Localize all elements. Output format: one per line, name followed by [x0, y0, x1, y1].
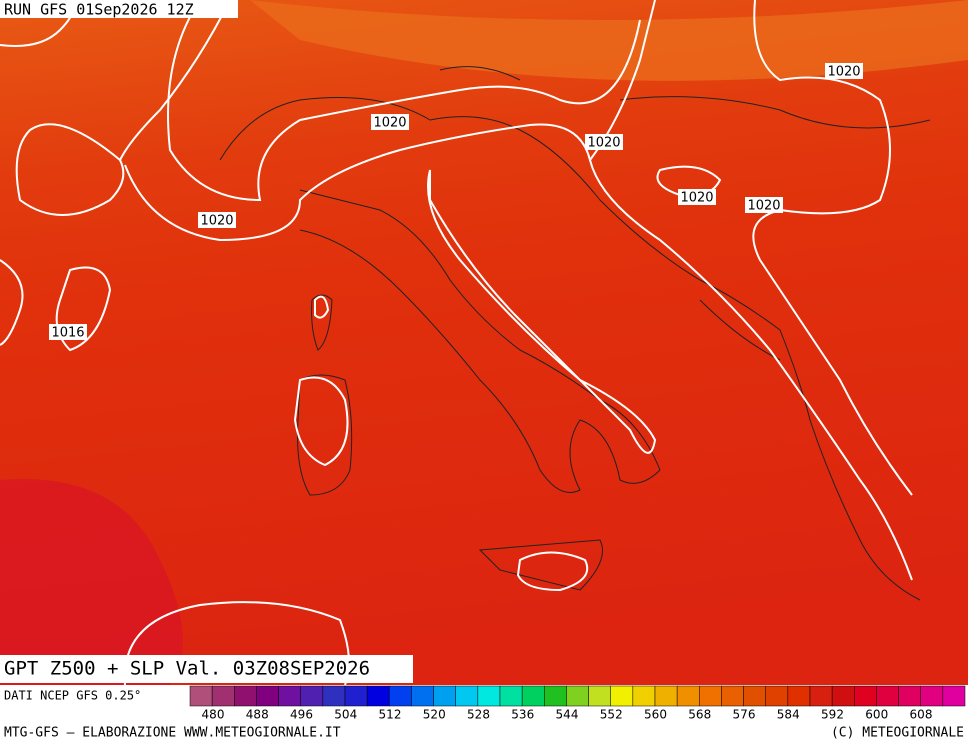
- colorbar-label: 496: [290, 708, 313, 722]
- colorbar-label: 576: [733, 708, 756, 722]
- colorbar-swatch: [876, 685, 899, 707]
- colorbar-swatch: [278, 685, 301, 707]
- colorbar-swatch: [765, 685, 789, 707]
- colorbar-swatch: [499, 685, 523, 707]
- colorbar-swatch: [721, 685, 744, 707]
- colorbar-swatch: [366, 685, 390, 707]
- colorbar-swatch: [632, 685, 656, 707]
- colorbar-swatch: [809, 685, 833, 707]
- isobar-label: 1020: [373, 116, 406, 131]
- colorbar-swatch: [920, 685, 944, 707]
- colorbar-swatch: [588, 685, 611, 707]
- isobar-label-box: [371, 114, 409, 130]
- colorbar-swatch: [610, 685, 634, 707]
- colorbar-swatch: [256, 685, 279, 707]
- coastlines: [219, 66, 931, 601]
- isobar-label: 1020: [680, 191, 713, 206]
- colorbar-swatch: [234, 685, 257, 707]
- run-label: RUN GFS 01Sep2026 12Z: [4, 1, 194, 19]
- colorbar-label: 608: [910, 708, 933, 722]
- colorbar-swatch: [411, 685, 434, 707]
- colorbar-swatch: [211, 685, 235, 707]
- colorbar-label: 584: [777, 708, 800, 722]
- colorbar-label: 600: [865, 708, 888, 722]
- colorbar-swatch: [699, 685, 722, 707]
- title-box: [0, 655, 413, 683]
- high-band: [0, 479, 183, 685]
- isobar-label-box: [585, 134, 623, 150]
- colorbar-swatch: [676, 685, 700, 707]
- colorbar-swatch: [942, 685, 966, 707]
- colorbar-swatch: [300, 685, 324, 707]
- colorbar-label: 560: [644, 708, 667, 722]
- isobar-label: 1020: [200, 214, 233, 229]
- colorbar-swatch: [854, 685, 877, 707]
- isobar-label: 1020: [587, 136, 620, 151]
- isobar-label-box: [49, 324, 87, 340]
- run-box: [0, 0, 238, 18]
- colorbar-label: 520: [423, 708, 446, 722]
- colorbar-swatch: [654, 685, 678, 707]
- source-label: DATI NCEP GFS 0.25°: [4, 689, 141, 703]
- isobar-label: 1020: [827, 65, 860, 80]
- colorbar-swatch: [322, 685, 346, 707]
- footer-left: MTG-GFS — ELABORAZIONE WWW.METEOGIORNALE…: [4, 726, 341, 741]
- colorbar-label: 592: [821, 708, 844, 722]
- colorbar-label: 504: [334, 708, 357, 722]
- isobar-label-box: [745, 197, 783, 213]
- footer-right: (C) METEOGIORNALE: [831, 726, 964, 741]
- colorbar-swatch: [189, 685, 213, 707]
- colorbar-label: 480: [202, 708, 225, 722]
- colorbar-label: 552: [600, 708, 623, 722]
- colorbar-swatch: [433, 685, 456, 707]
- colorbar-swatch: [787, 685, 811, 707]
- colorbar-label: 512: [379, 708, 402, 722]
- isobar-label: 1016: [51, 326, 84, 341]
- isobar-label-box: [678, 189, 716, 205]
- warm-band: [250, 0, 968, 81]
- colorbar-label: 544: [556, 708, 579, 722]
- colorbar-swatch: [743, 685, 766, 707]
- map-title: GPT Z500 + SLP Val. 03Z08SEP2026: [4, 658, 370, 680]
- colorbar-swatch: [344, 685, 368, 707]
- colorbar-swatch: [477, 685, 501, 707]
- colorbar-label: 568: [688, 708, 711, 722]
- colorbar-swatch: [831, 685, 855, 707]
- colorbar-label: 528: [467, 708, 490, 722]
- colorbar-swatch: [544, 685, 567, 707]
- colorbar-label: 536: [511, 708, 534, 722]
- isobar-label-box: [198, 212, 236, 228]
- colorbar-swatch: [455, 685, 479, 707]
- colorbar-label: 488: [246, 708, 269, 722]
- colorbar-swatch: [521, 685, 545, 707]
- isobar-labels: 1020 1020 1020 1020 1020 1020 1016: [49, 63, 863, 341]
- isobar-label: 1020: [747, 199, 780, 214]
- colorbar-swatch: [389, 685, 412, 707]
- colorbar: 480 488 496 504 512 520 528 536 544 552 560 568 576 5…: [189, 685, 966, 722]
- colorbar-swatch: [566, 685, 589, 707]
- colorbar-swatch: [898, 685, 921, 707]
- isobar-label-box: [825, 63, 863, 79]
